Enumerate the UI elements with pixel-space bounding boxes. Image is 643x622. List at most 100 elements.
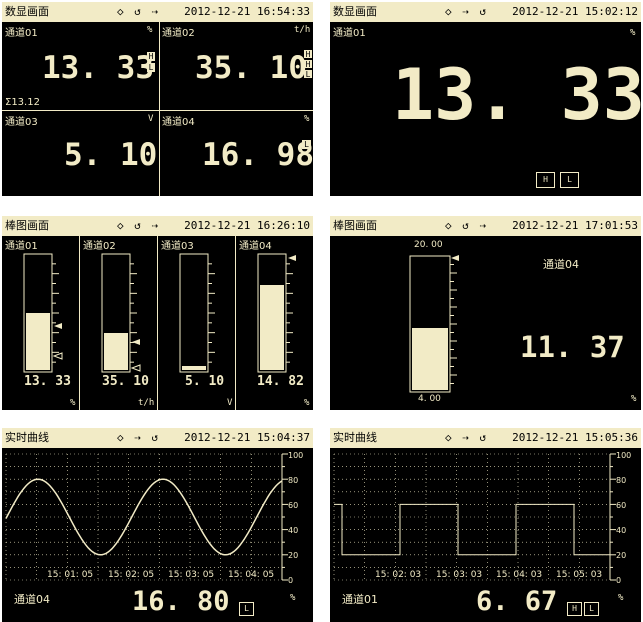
unit-label: % bbox=[147, 25, 153, 35]
scale-label: 0 bbox=[288, 576, 294, 585]
channel-value: 16. 80 bbox=[132, 586, 230, 617]
alarm-marker bbox=[52, 352, 63, 360]
status-icons: ◇ ⇢ ↺ bbox=[117, 431, 161, 444]
alarm-marker bbox=[130, 364, 141, 372]
screen-title: 实时曲线 bbox=[333, 431, 377, 444]
alarm-l-badge: L bbox=[584, 602, 599, 616]
alarm-marker bbox=[288, 255, 296, 261]
channel-value: 5. 10 bbox=[64, 137, 158, 173]
unit-label: V bbox=[148, 114, 154, 124]
unit-label: % bbox=[618, 593, 624, 603]
panel-bargraph-4ch: 棒图画面 ◇ ↺ ⇢ 2012-12-21 16:26:10 通道01 通道02… bbox=[2, 216, 313, 410]
panel-digital-4ch: 数显画面 ◇ ↺ ⇢ 2012-12-21 16:54:33 通道01 % 13… bbox=[2, 2, 313, 196]
time-label: 15: 02: 03 bbox=[375, 570, 422, 580]
unit-label: % bbox=[630, 28, 636, 38]
bar-fill bbox=[412, 328, 448, 390]
alarm-h-badge: H bbox=[536, 172, 555, 188]
time-label: 15: 03: 05 bbox=[168, 570, 215, 580]
channel-label: 通道04 bbox=[14, 593, 50, 606]
bar-fill bbox=[26, 313, 50, 370]
divider bbox=[157, 236, 158, 410]
time-label: 15: 03: 03 bbox=[436, 570, 483, 580]
status-icons: ◇ ↺ ⇢ bbox=[117, 5, 161, 18]
channel-label: 通道01 bbox=[5, 241, 38, 252]
status-bar: 实时曲线 ◇ ⇢ ↺ 2012-12-21 15:04:37 bbox=[2, 428, 313, 448]
channel-label: 通道01 bbox=[5, 28, 38, 39]
alarm-h-badge: H bbox=[304, 60, 312, 69]
scale-label: 80 bbox=[288, 476, 299, 485]
channel-label: 通道03 bbox=[161, 241, 194, 252]
channel-label: 通道04 bbox=[162, 117, 195, 128]
range-top-label: 20. 00 bbox=[414, 240, 443, 250]
scale-label: 60 bbox=[288, 501, 299, 510]
trend-line bbox=[5, 478, 283, 556]
unit-label: % bbox=[631, 394, 637, 404]
panel-realtime-curve-square: 实时曲线 ◇ ⇢ ↺ 2012-12-21 15:05:36 15: 02: 0… bbox=[330, 428, 641, 622]
alarm-l-badge: L bbox=[302, 140, 311, 149]
scale-label: 40 bbox=[288, 526, 299, 535]
datetime: 2012-12-21 17:01:53 bbox=[512, 219, 638, 232]
unit-label: % bbox=[70, 398, 76, 408]
alarm-l-badge: L bbox=[239, 602, 254, 616]
bar-fill bbox=[182, 366, 206, 370]
time-label: 15: 01: 05 bbox=[47, 570, 94, 580]
scale-label: 40 bbox=[616, 526, 627, 535]
channel-label: 通道03 bbox=[5, 117, 38, 128]
status-icons: ◇ ⇢ ↺ bbox=[445, 431, 489, 444]
scale-label: 0 bbox=[616, 576, 622, 585]
divider bbox=[2, 110, 313, 111]
channel-value: 11. 37 bbox=[520, 330, 625, 364]
range-bottom-label: 4. 00 bbox=[418, 394, 441, 404]
status-icons: ◇ ⇢ ↺ bbox=[445, 5, 489, 18]
time-label: 15: 04: 05 bbox=[228, 570, 275, 580]
channel-label: 通道01 bbox=[342, 593, 378, 606]
channel-value: 16. 98 bbox=[202, 137, 313, 173]
channel-value: 35. 10 bbox=[102, 374, 149, 389]
scale-label: 20 bbox=[288, 551, 299, 560]
channel-label: 通道02 bbox=[162, 28, 195, 39]
trend-chart bbox=[5, 453, 288, 581]
alarm-l-badge: L bbox=[304, 70, 312, 79]
status-icons: ◇ ↺ ⇢ bbox=[117, 219, 161, 232]
scale-label: 100 bbox=[288, 451, 304, 460]
divider bbox=[235, 236, 236, 410]
channel-label: 通道01 bbox=[333, 28, 366, 39]
alarm-marker bbox=[54, 323, 62, 329]
alarm-marker bbox=[451, 255, 459, 261]
totalizer-label: Σ13.12 bbox=[5, 97, 40, 108]
alarm-h-badge: H bbox=[147, 52, 155, 61]
unit-label: % bbox=[304, 398, 310, 408]
datetime: 2012-12-21 15:02:12 bbox=[512, 5, 638, 18]
unit-label: % bbox=[304, 114, 310, 124]
screen-title: 棒图画面 bbox=[333, 219, 377, 232]
channel-label: 通道04 bbox=[239, 241, 272, 252]
screen-title: 数显画面 bbox=[333, 5, 377, 18]
channel-label: 通道02 bbox=[83, 241, 116, 252]
channel-value: 13. 33 bbox=[24, 374, 71, 389]
datetime: 2012-12-21 16:54:33 bbox=[184, 5, 310, 18]
channel-value: 5. 10 bbox=[185, 374, 225, 389]
scale-label: 80 bbox=[616, 476, 627, 485]
trend-line bbox=[334, 503, 610, 556]
channel-label: 通道04 bbox=[543, 258, 579, 271]
screen-title: 实时曲线 bbox=[5, 431, 49, 444]
scale-label: 60 bbox=[616, 501, 627, 510]
scale-label: 100 bbox=[616, 451, 632, 460]
bar-fill bbox=[260, 285, 284, 370]
channel-value: 14. 82 bbox=[257, 374, 304, 389]
status-bar: 数显画面 ◇ ⇢ ↺ 2012-12-21 15:02:12 bbox=[330, 2, 641, 22]
status-icons: ◇ ↺ ⇢ bbox=[445, 219, 489, 232]
status-bar: 数显画面 ◇ ↺ ⇢ 2012-12-21 16:54:33 bbox=[2, 2, 313, 22]
bar-fill bbox=[104, 333, 128, 370]
unit-label: % bbox=[290, 593, 296, 603]
unit-label: V bbox=[227, 398, 233, 408]
alarm-l-badge: L bbox=[560, 172, 579, 188]
screen-title: 棒图画面 bbox=[5, 219, 49, 232]
divider bbox=[159, 22, 160, 196]
datetime: 2012-12-21 16:26:10 bbox=[184, 219, 310, 232]
bar-graph bbox=[409, 255, 459, 393]
alarm-l-badge: L bbox=[147, 63, 155, 72]
status-bar: 棒图画面 ◇ ↺ ⇢ 2012-12-21 16:26:10 bbox=[2, 216, 313, 236]
unit-label: t/h bbox=[294, 25, 311, 35]
channel-value: 35. 10 bbox=[195, 50, 307, 86]
